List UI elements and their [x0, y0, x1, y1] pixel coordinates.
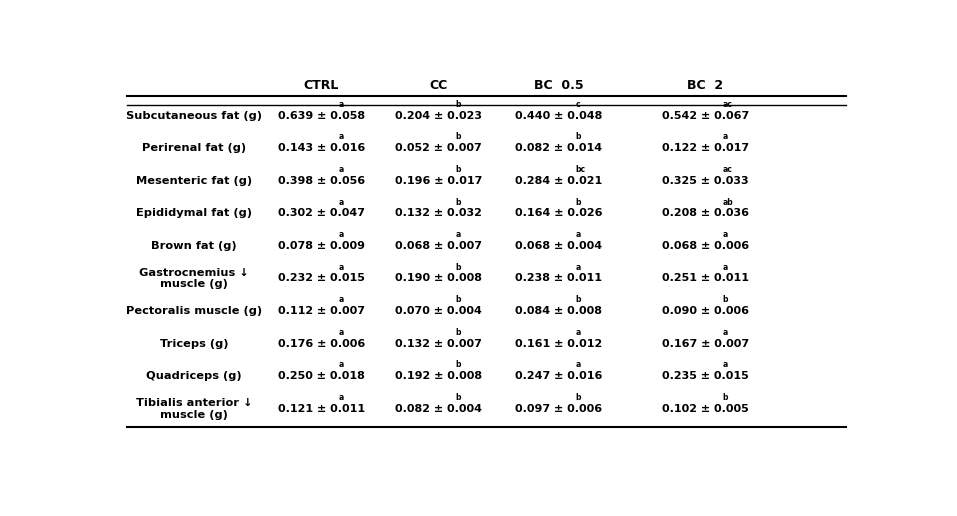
Text: b: b: [576, 198, 581, 206]
Text: a: a: [339, 263, 344, 272]
Text: 0.238 ± 0.011: 0.238 ± 0.011: [515, 273, 602, 283]
Text: 0.284 ± 0.021: 0.284 ± 0.021: [515, 176, 602, 186]
Text: b: b: [456, 198, 461, 206]
Text: 0.102 ± 0.005: 0.102 ± 0.005: [662, 404, 749, 414]
Text: a: a: [723, 361, 728, 369]
Text: Perirenal fat (g): Perirenal fat (g): [142, 143, 246, 153]
Text: a: a: [339, 328, 344, 337]
Text: b: b: [723, 393, 728, 402]
Text: Tibialis anterior ↓
muscle (g): Tibialis anterior ↓ muscle (g): [136, 398, 252, 420]
Text: 0.082 ± 0.014: 0.082 ± 0.014: [515, 143, 602, 153]
Text: 0.070 ± 0.004: 0.070 ± 0.004: [395, 306, 482, 316]
Text: BC  2: BC 2: [687, 79, 723, 92]
Text: 0.090 ± 0.006: 0.090 ± 0.006: [662, 306, 749, 316]
Text: ac: ac: [723, 100, 732, 109]
Text: 0.143 ± 0.016: 0.143 ± 0.016: [278, 143, 365, 153]
Text: 0.121 ± 0.011: 0.121 ± 0.011: [278, 404, 365, 414]
Text: a: a: [576, 361, 581, 369]
Text: bc: bc: [576, 165, 586, 174]
Text: Gastrocnemius ↓
muscle (g): Gastrocnemius ↓ muscle (g): [139, 268, 249, 289]
Text: Subcutaneous fat (g): Subcutaneous fat (g): [125, 110, 262, 121]
Text: a: a: [723, 263, 728, 272]
Text: a: a: [576, 328, 581, 337]
Text: 0.190 ± 0.008: 0.190 ± 0.008: [395, 273, 482, 283]
Text: a: a: [339, 100, 344, 109]
Text: Brown fat (g): Brown fat (g): [151, 241, 236, 251]
Text: a: a: [576, 230, 581, 239]
Text: 0.639 ± 0.058: 0.639 ± 0.058: [278, 110, 365, 121]
Text: c: c: [576, 100, 580, 109]
Text: a: a: [339, 133, 344, 141]
Text: 0.132 ± 0.007: 0.132 ± 0.007: [395, 338, 482, 349]
Text: Quadriceps (g): Quadriceps (g): [146, 371, 241, 381]
Text: 0.068 ± 0.007: 0.068 ± 0.007: [395, 241, 482, 251]
Text: 0.161 ± 0.012: 0.161 ± 0.012: [515, 338, 602, 349]
Text: b: b: [456, 133, 461, 141]
Text: b: b: [456, 295, 461, 304]
Text: b: b: [456, 100, 461, 109]
Text: 0.208 ± 0.036: 0.208 ± 0.036: [662, 208, 749, 218]
Text: 0.068 ± 0.004: 0.068 ± 0.004: [515, 241, 602, 251]
Text: 0.097 ± 0.006: 0.097 ± 0.006: [515, 404, 602, 414]
Text: 0.112 ± 0.007: 0.112 ± 0.007: [278, 306, 365, 316]
Text: 0.325 ± 0.033: 0.325 ± 0.033: [662, 176, 749, 186]
Text: b: b: [576, 393, 581, 402]
Text: CTRL: CTRL: [303, 79, 339, 92]
Text: 0.196 ± 0.017: 0.196 ± 0.017: [395, 176, 482, 186]
Text: 0.204 ± 0.023: 0.204 ± 0.023: [395, 110, 482, 121]
Text: a: a: [339, 198, 344, 206]
Text: b: b: [576, 133, 581, 141]
Text: b: b: [576, 295, 581, 304]
Text: b: b: [456, 165, 461, 174]
Text: b: b: [456, 263, 461, 272]
Text: 0.192 ± 0.008: 0.192 ± 0.008: [395, 371, 482, 381]
Text: Pectoralis muscle (g): Pectoralis muscle (g): [125, 306, 262, 316]
Text: 0.247 ± 0.016: 0.247 ± 0.016: [515, 371, 602, 381]
Text: a: a: [339, 295, 344, 304]
Text: 0.250 ± 0.018: 0.250 ± 0.018: [278, 371, 365, 381]
Text: 0.302 ± 0.047: 0.302 ± 0.047: [278, 208, 365, 218]
Text: a: a: [723, 230, 728, 239]
Text: 0.084 ± 0.008: 0.084 ± 0.008: [515, 306, 602, 316]
Text: 0.164 ± 0.026: 0.164 ± 0.026: [515, 208, 603, 218]
Text: 0.232 ± 0.015: 0.232 ± 0.015: [278, 273, 365, 283]
Text: CC: CC: [430, 79, 448, 92]
Text: 0.082 ± 0.004: 0.082 ± 0.004: [395, 404, 482, 414]
Text: b: b: [723, 295, 728, 304]
Text: BC  0.5: BC 0.5: [534, 79, 584, 92]
Text: b: b: [456, 393, 461, 402]
Text: a: a: [723, 133, 728, 141]
Text: a: a: [339, 393, 344, 402]
Text: a: a: [339, 361, 344, 369]
Text: 0.167 ± 0.007: 0.167 ± 0.007: [662, 338, 749, 349]
Text: 0.078 ± 0.009: 0.078 ± 0.009: [278, 241, 365, 251]
Text: a: a: [456, 230, 461, 239]
Text: 0.251 ± 0.011: 0.251 ± 0.011: [662, 273, 749, 283]
Text: 0.132 ± 0.032: 0.132 ± 0.032: [395, 208, 482, 218]
Text: 0.440 ± 0.048: 0.440 ± 0.048: [515, 110, 602, 121]
Text: 0.176 ± 0.006: 0.176 ± 0.006: [278, 338, 365, 349]
Text: 0.052 ± 0.007: 0.052 ± 0.007: [395, 143, 482, 153]
Text: Triceps (g): Triceps (g): [160, 338, 228, 349]
Text: ac: ac: [723, 165, 732, 174]
Text: 0.122 ± 0.017: 0.122 ± 0.017: [662, 143, 749, 153]
Text: a: a: [339, 230, 344, 239]
Text: Epididymal fat (g): Epididymal fat (g): [136, 208, 252, 218]
Text: 0.235 ± 0.015: 0.235 ± 0.015: [662, 371, 749, 381]
Text: a: a: [723, 328, 728, 337]
Text: b: b: [456, 361, 461, 369]
Text: a: a: [339, 165, 344, 174]
Text: 0.542 ± 0.067: 0.542 ± 0.067: [662, 110, 749, 121]
Text: a: a: [576, 263, 581, 272]
Text: ab: ab: [723, 198, 733, 206]
Text: 0.068 ± 0.006: 0.068 ± 0.006: [662, 241, 749, 251]
Text: 0.398 ± 0.056: 0.398 ± 0.056: [278, 176, 365, 186]
Text: Mesenteric fat (g): Mesenteric fat (g): [136, 176, 252, 186]
Text: b: b: [456, 328, 461, 337]
